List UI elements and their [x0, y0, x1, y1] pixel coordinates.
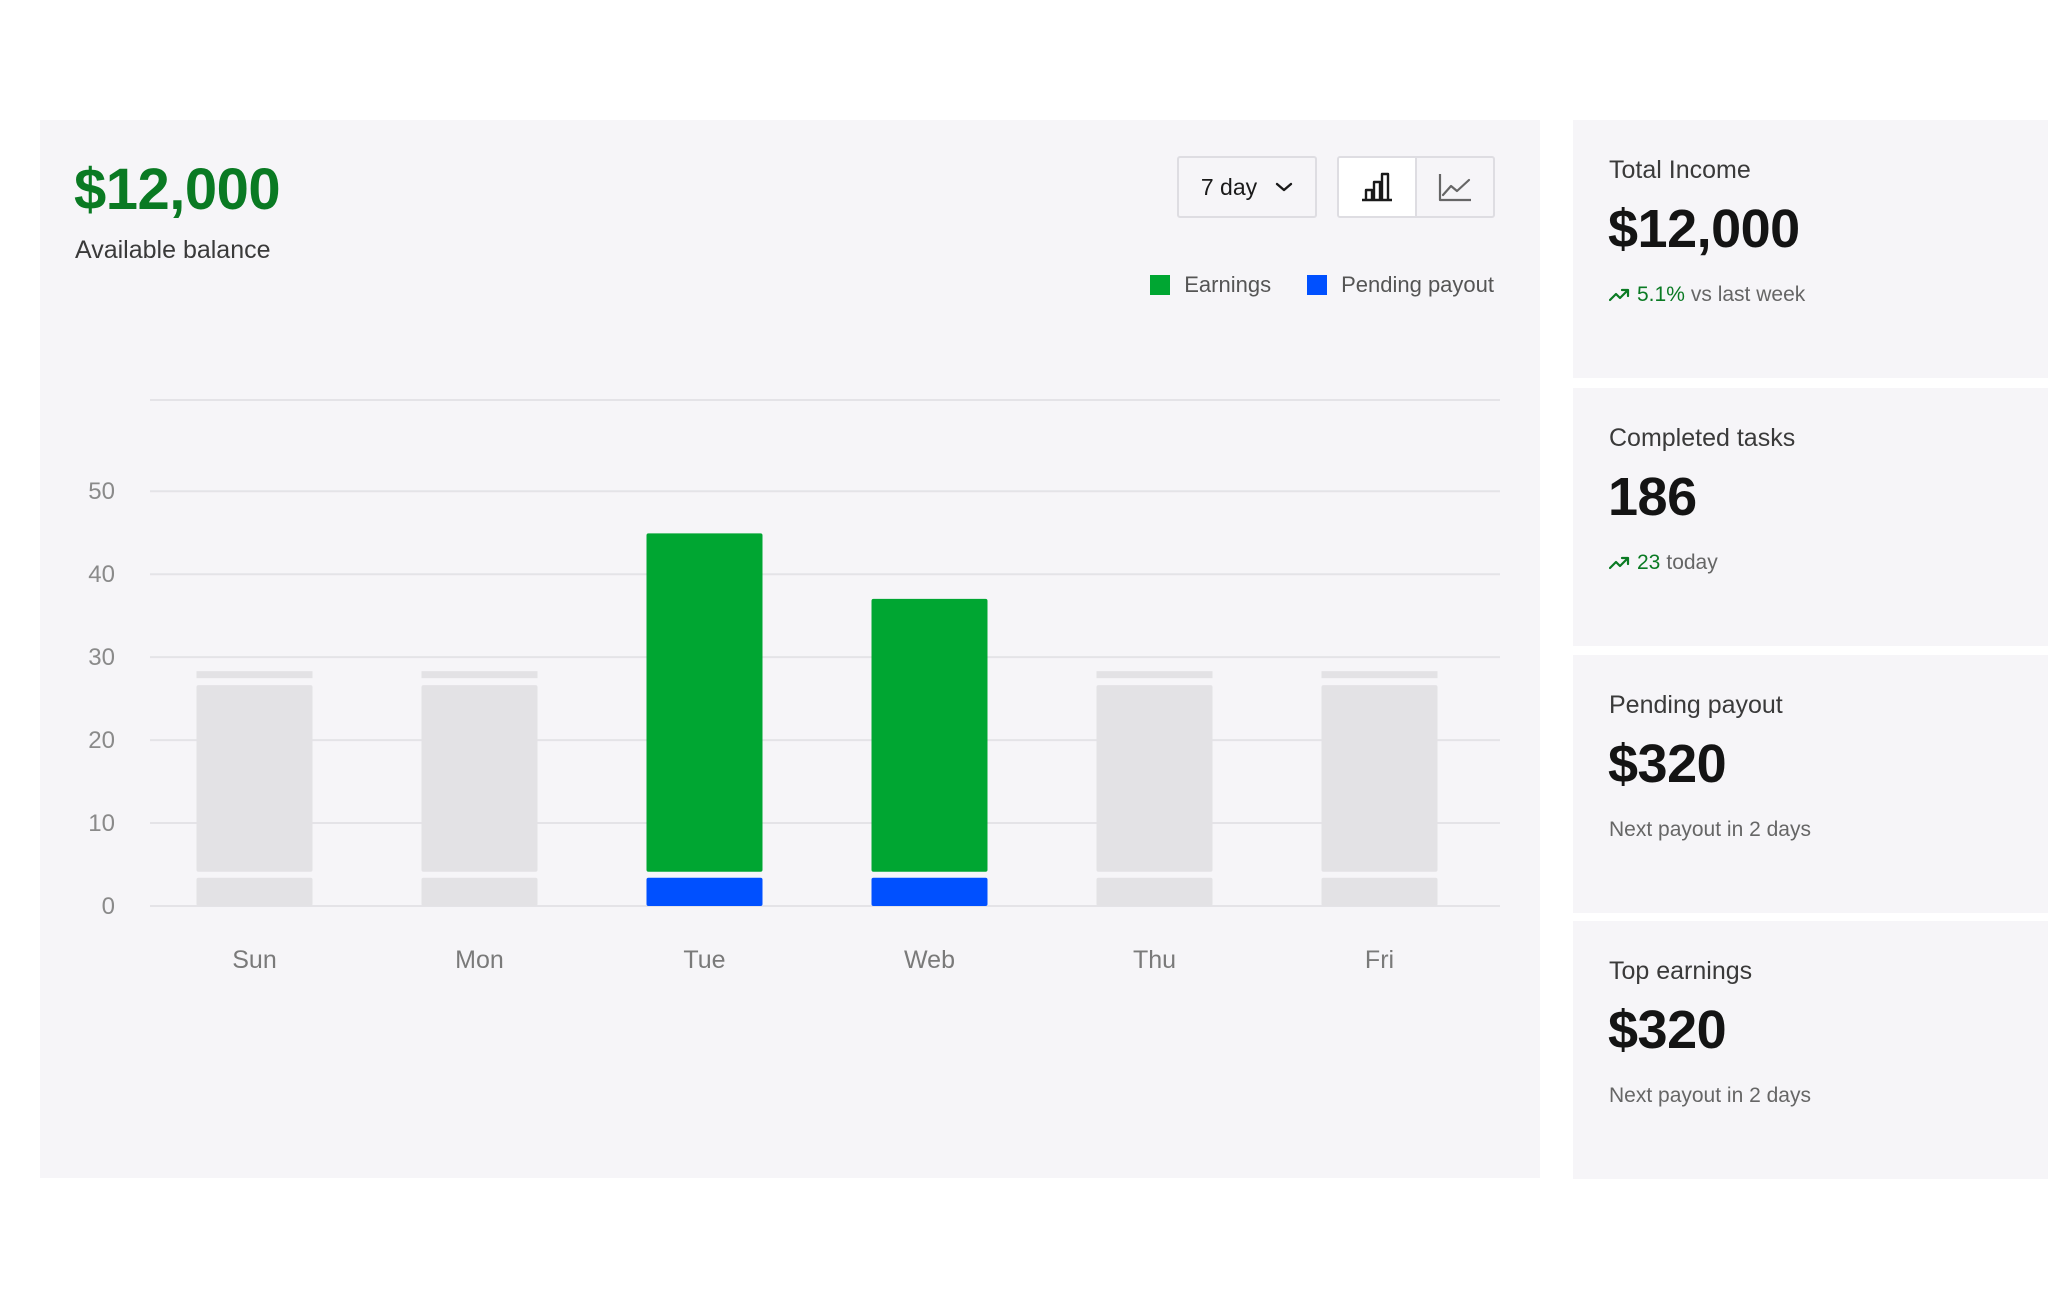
y-tick-label: 0	[102, 893, 115, 920]
card-sub-label: Next payout in 2 days	[1609, 1084, 1811, 1107]
card-subtext: 5.1% vs last week	[1609, 283, 1805, 307]
stat-card-total-income: Total Income $12,000 5.1% vs last week	[1573, 120, 2048, 378]
bar-earnings-web	[871, 598, 988, 872]
card-sub-label: Next payout in 2 days	[1609, 818, 1811, 841]
trend: 5.1%	[1609, 283, 1685, 307]
stat-card-completed-tasks: Completed tasks 186 23 today	[1573, 388, 2048, 646]
bar-cap-sun	[196, 671, 313, 679]
bar-earnings-mon	[421, 685, 538, 872]
legend-label-earnings: Earnings	[1184, 272, 1272, 297]
trend-value: 5.1%	[1637, 283, 1685, 306]
card-subtext: 23 today	[1609, 551, 1718, 575]
card-title: Pending payout	[1609, 691, 1783, 719]
y-tick-label: 50	[88, 478, 115, 505]
x-tick-label: Fri	[1365, 946, 1394, 974]
range-select[interactable]: 7 day	[1177, 156, 1317, 218]
card-title: Total Income	[1609, 156, 1751, 184]
trend-value: 23	[1637, 551, 1661, 574]
card-sub-label: vs last week	[1690, 283, 1806, 306]
bar-chart-icon	[1362, 172, 1392, 202]
card-value: $320	[1608, 1000, 1727, 1060]
balance-amount: $12,000	[74, 157, 281, 222]
legend-item-pending: Pending payout	[1307, 272, 1494, 298]
card-value: $320	[1608, 734, 1727, 794]
card-title: Top earnings	[1609, 957, 1753, 985]
earnings-swatch	[1150, 275, 1171, 295]
trending-up-icon	[1609, 556, 1630, 570]
stat-card-top-earnings: Top earnings $320 Next payout in 2 days	[1573, 921, 2048, 1179]
card-value: $12,000	[1608, 199, 1800, 259]
balance-chart-panel: $12,000 Available balance 7 day Earnings…	[40, 120, 1540, 1178]
balance-label: Available balance	[75, 236, 271, 264]
chart-legend: Earnings Pending payout	[1150, 272, 1494, 298]
trend: 23	[1609, 551, 1660, 575]
chevron-down-icon	[1275, 182, 1293, 192]
bar-earnings-tue	[646, 533, 763, 872]
legend-label-pending: Pending payout	[1341, 272, 1494, 297]
bar-pending-web	[871, 877, 988, 906]
bar-pending-thu	[1096, 877, 1213, 906]
x-tick-label: Thu	[1133, 946, 1176, 974]
bar-earnings-thu	[1096, 685, 1213, 872]
bar-cap-mon	[421, 671, 538, 679]
line-chart-view-button[interactable]	[1417, 158, 1493, 216]
y-tick-label: 20	[88, 727, 115, 754]
bar-pending-sun	[196, 877, 313, 906]
line-chart-icon	[1438, 174, 1471, 202]
bar-earnings-sun	[196, 685, 313, 872]
bar-pending-mon	[421, 877, 538, 906]
trending-up-icon	[1609, 288, 1630, 302]
card-value: 186	[1608, 467, 1697, 527]
x-tick-label: Sun	[232, 946, 276, 974]
y-tick-label: 40	[88, 561, 115, 588]
card-subtext: Next payout in 2 days	[1609, 1084, 1811, 1108]
x-tick-label: Mon	[455, 946, 504, 974]
card-sub-label: today	[1666, 551, 1718, 574]
chart-view-toggle	[1337, 156, 1495, 218]
card-title: Completed tasks	[1609, 424, 1796, 452]
bar-chart-view-button[interactable]	[1339, 158, 1417, 216]
bar-earnings-fri	[1321, 685, 1438, 872]
legend-item-earnings: Earnings	[1150, 272, 1271, 298]
range-select-value: 7 day	[1200, 173, 1258, 200]
bar-cap-fri	[1321, 671, 1438, 679]
stat-card-pending-payout: Pending payout $320 Next payout in 2 day…	[1573, 655, 2048, 913]
x-tick-label: Tue	[683, 946, 725, 974]
y-tick-label: 30	[88, 644, 115, 671]
x-tick-label: Web	[904, 946, 955, 974]
bar-cap-thu	[1096, 671, 1213, 679]
card-subtext: Next payout in 2 days	[1609, 818, 1811, 842]
bar-pending-tue	[646, 877, 763, 906]
pending-swatch	[1307, 275, 1328, 295]
bar-chart: 0 10 20 30 40 50 Sun Mon Tue Web Thu Fri	[88, 399, 1500, 974]
y-tick-label: 10	[88, 810, 115, 837]
bar-pending-fri	[1321, 877, 1438, 906]
